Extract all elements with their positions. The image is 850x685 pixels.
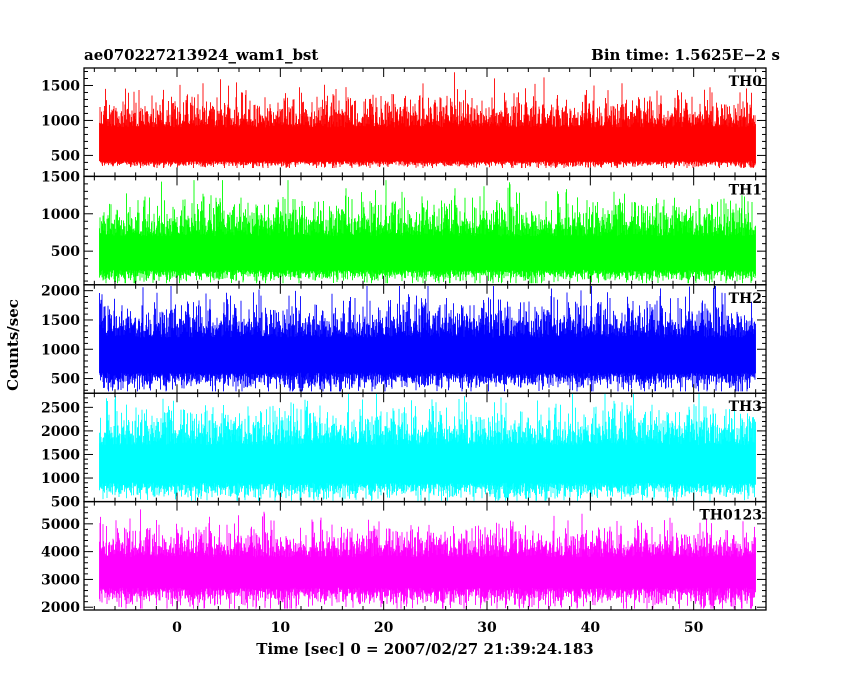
series-th0 — [99, 72, 756, 168]
y-tick-label: 500 — [51, 495, 80, 511]
y-tick-label: 500 — [51, 372, 80, 388]
x-tick-label: 30 — [477, 620, 497, 636]
y-tick-label: 2000 — [41, 424, 80, 440]
series-th3 — [99, 393, 756, 501]
y-tick-label: 3000 — [41, 572, 80, 588]
panel-th0123: 2000 3000 4000 5000 TH0123 — [41, 500, 767, 616]
panel-stack: 500 1000 1500 TH0 500 1000 1500 TH1 500 1000 1500 2… — [41, 67, 767, 616]
plot-title: ae070227213924_wam1_bst — [84, 46, 318, 64]
y-tick-label: 500 — [51, 244, 80, 260]
panel-label: TH0 — [729, 74, 763, 90]
y-tick-label: 2500 — [41, 400, 80, 416]
y-tick-label: 1000 — [41, 207, 80, 223]
series-th2 — [99, 286, 756, 392]
x-tick-label: 40 — [581, 620, 601, 636]
bin-time-label: Bin time: 1.5625E−2 s — [591, 46, 780, 64]
y-tick-label: 1000 — [41, 471, 80, 487]
series-th1 — [99, 180, 756, 284]
y-tick-label: 500 — [51, 148, 80, 164]
panel-label: TH1 — [729, 182, 762, 198]
y-axis-label: Counts/sec — [4, 299, 22, 391]
x-axis-label: Time [sec] 0 = 2007/02/27 21:39:24.183 — [256, 640, 593, 658]
x-tick-label: 20 — [374, 620, 394, 636]
y-tick-label: 1000 — [41, 113, 80, 129]
y-tick-label: 1500 — [41, 447, 80, 463]
y-tick-label: 2000 — [41, 600, 80, 616]
panel-th3: 500 1000 1500 2000 2500 TH3 — [41, 392, 767, 511]
y-tick-label: 1000 — [41, 342, 80, 358]
y-tick-label: 4000 — [41, 545, 80, 561]
panel-label: TH2 — [729, 291, 762, 307]
panel-label: TH3 — [729, 399, 762, 415]
y-tick-label: 2000 — [41, 284, 80, 300]
panel-th1: 500 1000 1500 TH1 — [41, 169, 767, 286]
x-tick-labels: 0 10 20 30 40 50 — [172, 620, 704, 636]
y-tick-label: 1500 — [41, 313, 80, 329]
panel-label: TH0123 — [699, 508, 762, 524]
x-tick-label: 10 — [271, 620, 291, 636]
panel-th0: 500 1000 1500 TH0 — [41, 67, 767, 178]
x-tick-label: 50 — [684, 620, 704, 636]
y-tick-label: 1500 — [41, 169, 80, 185]
x-tick-label: 0 — [172, 620, 182, 636]
y-tick-label: 5000 — [41, 517, 80, 533]
series-th0123 — [99, 509, 756, 609]
panel-th2: 500 1000 1500 2000 TH2 — [41, 284, 767, 394]
y-tick-label: 1500 — [41, 78, 80, 94]
